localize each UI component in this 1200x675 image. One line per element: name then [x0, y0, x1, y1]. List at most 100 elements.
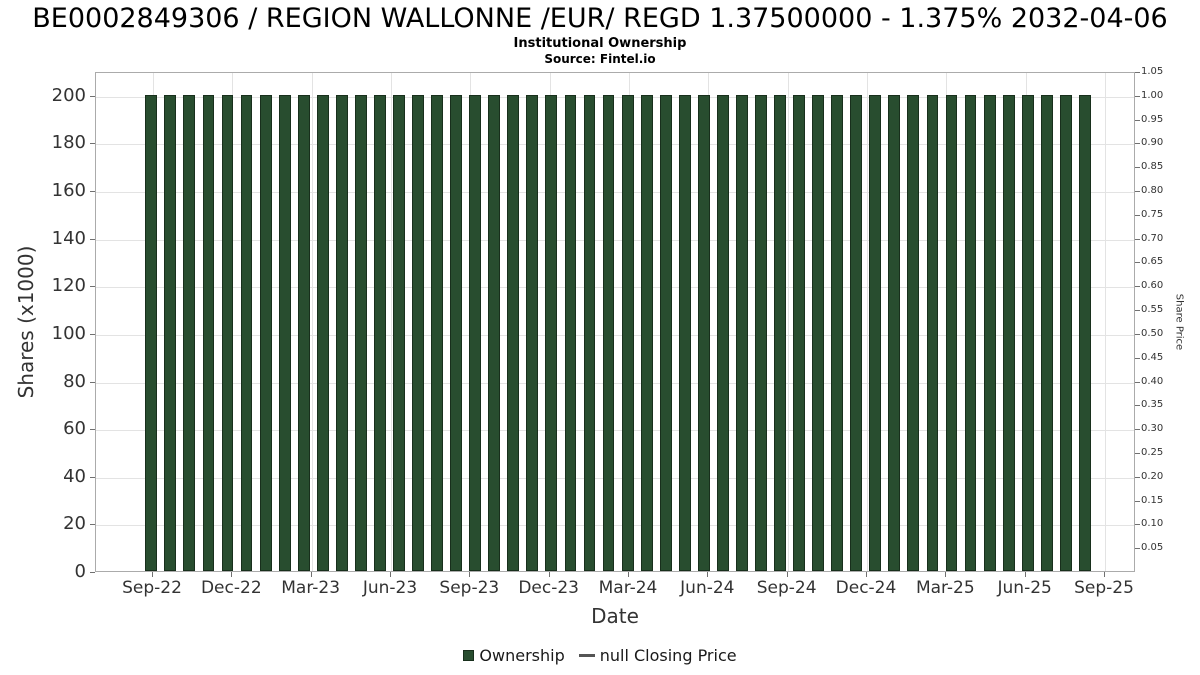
h-gridline	[96, 144, 1134, 146]
ownership-bar	[431, 94, 443, 571]
y-axis-left-tick-label: 40	[63, 465, 86, 487]
x-axis-tick-label: Sep-22	[122, 578, 182, 598]
y-axis-right-tick-label: 0.80	[1141, 185, 1164, 197]
y-axis-left-tick-label: 140	[51, 227, 86, 249]
x-axis-tick-label: Sep-23	[439, 578, 500, 598]
v-gridline	[390, 73, 392, 571]
ownership-bar	[831, 94, 844, 571]
x-axis-tick	[389, 572, 391, 577]
y-axis-left-tick-label: 100	[51, 322, 86, 344]
y-axis-right-tick	[1135, 262, 1140, 264]
y-axis-right-tick	[1135, 310, 1140, 312]
h-gridline	[96, 477, 1134, 479]
y-axis-right-tick-label: 0.55	[1141, 304, 1164, 316]
y-axis-right-tick-label: 0.25	[1141, 446, 1164, 458]
y-axis-left-tick	[90, 333, 95, 335]
y-axis-right-tick	[1135, 500, 1140, 502]
y-axis-left-tick	[90, 572, 95, 573]
ownership-bar	[907, 94, 920, 571]
ownership-bar	[183, 94, 196, 571]
y-axis-left-tick	[90, 524, 95, 526]
y-axis-right-tick	[1135, 72, 1140, 73]
ownership-bar	[259, 94, 272, 571]
ownership-bar	[507, 94, 520, 571]
x-axis-tick	[628, 572, 629, 577]
y-axis-right-tick-label: 0.15	[1141, 494, 1164, 506]
y-axis-left-tick-label: 20	[63, 513, 86, 535]
y-axis-right-tick	[1135, 119, 1140, 121]
ownership-bar	[1059, 94, 1072, 571]
y-axis-right-tick-label: 0.50	[1141, 327, 1164, 339]
h-gridline	[96, 382, 1134, 384]
v-gridline	[867, 73, 868, 571]
y-axis-right-tick-label: 0.35	[1141, 399, 1164, 411]
y-axis-right-tick	[1135, 143, 1140, 145]
h-gridline	[96, 334, 1134, 336]
y-axis-right-tick-label: 0.05	[1141, 542, 1164, 554]
y-axis-right-tick-label: 0.70	[1141, 232, 1164, 244]
ownership-bar	[602, 94, 615, 571]
y-axis-left-tick-label: 180	[51, 132, 86, 154]
y-axis-right-tick	[1135, 95, 1140, 97]
y-axis-right-tick	[1135, 214, 1140, 216]
ownership-bar	[221, 94, 234, 571]
chart-title: BE0002849306 / REGION WALLONNE /EUR/ REG…	[32, 3, 1168, 34]
y-axis-left-tick	[90, 95, 95, 97]
ownership-bar	[736, 94, 748, 571]
x-axis-tick	[866, 572, 867, 577]
ownership-bar	[526, 94, 539, 571]
y-axis-right-tick	[1135, 357, 1140, 359]
v-gridline	[311, 73, 313, 571]
y-axis-right-tick-label: 0.45	[1141, 351, 1164, 363]
ownership-bar	[450, 94, 463, 571]
ownership-bar	[278, 94, 291, 571]
y-axis-right-tick	[1135, 548, 1140, 550]
ownership-bar	[793, 94, 805, 571]
ownership-bar	[545, 94, 558, 571]
ownership-bar	[240, 94, 253, 571]
ownership-bar	[678, 94, 691, 571]
y-axis-right-tick-label: 0.85	[1141, 161, 1164, 173]
y-axis-left-tick	[90, 429, 95, 431]
x-axis-tick-label: Jun-25	[997, 578, 1052, 598]
x-axis-tick-label: Dec-24	[835, 578, 897, 598]
ownership-bar	[1002, 94, 1015, 571]
legend-label-ownership: Ownership	[479, 646, 565, 665]
y-axis-left-tick-label: 60	[63, 418, 86, 440]
y-axis-right-tick	[1135, 238, 1140, 240]
x-axis-tick-label: Dec-23	[518, 578, 579, 598]
y-axis-right-tick-label: 0.65	[1141, 256, 1164, 268]
y-axis-right-tick-label: 0.30	[1141, 423, 1164, 435]
ownership-bar	[297, 94, 310, 571]
x-axis-tick	[945, 572, 947, 577]
y-axis-right-tick-label: 1.05	[1141, 66, 1164, 77]
ownership-bar	[755, 94, 767, 571]
ownership-bar	[926, 94, 939, 571]
x-axis-tick	[469, 572, 471, 577]
x-axis-tick	[548, 572, 550, 577]
ownership-bar	[469, 94, 482, 571]
y-axis-right-tick	[1135, 167, 1140, 169]
y-axis-left-tick-label: 80	[63, 370, 86, 392]
legend-label-closing-price: null Closing Price	[599, 646, 737, 665]
v-gridline	[787, 73, 789, 571]
y-axis-right-tick	[1135, 452, 1140, 454]
y-axis-left-tick	[90, 191, 95, 193]
x-axis-tick-label: Sep-24	[756, 578, 817, 598]
h-gridline	[96, 96, 1134, 98]
ownership-bar	[202, 94, 215, 571]
ownership-bar	[412, 94, 424, 571]
h-gridline	[96, 239, 1134, 241]
ownership-bar	[964, 94, 977, 571]
y-axis-right-tick-label: 0.20	[1141, 470, 1164, 482]
ownership-bar	[488, 94, 501, 571]
legend: Ownership null Closing Price	[0, 646, 1200, 665]
y-axis-left-tick	[90, 238, 95, 240]
ownership-bar	[640, 94, 653, 571]
y-axis-right-title: Share Price	[1173, 293, 1185, 351]
x-axis-tick	[310, 572, 312, 577]
ownership-bar	[697, 94, 710, 571]
h-gridline	[96, 192, 1134, 194]
y-axis-right-tick-label: 0.90	[1141, 137, 1164, 149]
x-axis-tick-label: Mar-24	[598, 578, 658, 598]
